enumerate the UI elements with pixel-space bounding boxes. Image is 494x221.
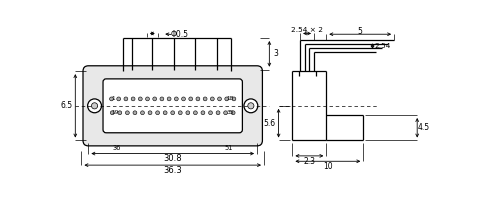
Circle shape bbox=[224, 111, 228, 115]
Circle shape bbox=[231, 111, 235, 115]
Text: 6.5: 6.5 bbox=[60, 101, 72, 110]
Circle shape bbox=[131, 97, 135, 101]
Circle shape bbox=[232, 97, 236, 101]
Circle shape bbox=[156, 111, 160, 115]
Circle shape bbox=[182, 97, 185, 101]
Circle shape bbox=[196, 97, 200, 101]
Circle shape bbox=[189, 97, 193, 101]
Text: 35: 35 bbox=[226, 110, 234, 115]
Circle shape bbox=[167, 97, 171, 101]
Text: 2.54 × 2: 2.54 × 2 bbox=[291, 27, 323, 33]
Circle shape bbox=[110, 97, 114, 101]
Circle shape bbox=[194, 111, 197, 115]
Circle shape bbox=[160, 97, 164, 101]
Circle shape bbox=[163, 111, 167, 115]
Circle shape bbox=[217, 97, 221, 101]
Text: 5.6: 5.6 bbox=[263, 119, 276, 128]
Circle shape bbox=[125, 111, 129, 115]
FancyBboxPatch shape bbox=[103, 79, 243, 133]
Circle shape bbox=[87, 99, 101, 113]
Text: 51: 51 bbox=[224, 145, 233, 151]
Circle shape bbox=[225, 97, 229, 101]
Text: 36: 36 bbox=[113, 145, 121, 151]
Circle shape bbox=[174, 97, 178, 101]
Circle shape bbox=[203, 97, 207, 101]
Circle shape bbox=[91, 103, 98, 109]
Text: Φ0.5: Φ0.5 bbox=[171, 30, 189, 39]
Circle shape bbox=[110, 111, 114, 115]
Text: 4.5: 4.5 bbox=[417, 123, 429, 132]
Circle shape bbox=[124, 97, 128, 101]
Circle shape bbox=[201, 111, 205, 115]
Text: 1: 1 bbox=[112, 96, 115, 101]
Text: 19: 19 bbox=[112, 110, 119, 115]
Circle shape bbox=[148, 111, 152, 115]
Circle shape bbox=[244, 99, 258, 113]
Circle shape bbox=[216, 111, 220, 115]
Circle shape bbox=[210, 97, 214, 101]
Circle shape bbox=[138, 97, 142, 101]
Text: 30.8: 30.8 bbox=[164, 154, 182, 164]
FancyBboxPatch shape bbox=[83, 66, 262, 146]
Circle shape bbox=[171, 111, 175, 115]
Circle shape bbox=[208, 111, 212, 115]
Circle shape bbox=[178, 111, 182, 115]
Text: 10: 10 bbox=[323, 162, 332, 171]
Circle shape bbox=[146, 97, 149, 101]
Circle shape bbox=[117, 97, 121, 101]
Text: 3: 3 bbox=[273, 49, 278, 58]
Text: 5: 5 bbox=[358, 27, 363, 36]
Text: 18: 18 bbox=[227, 96, 234, 101]
Text: 2.3: 2.3 bbox=[303, 157, 315, 166]
Circle shape bbox=[186, 111, 190, 115]
Circle shape bbox=[153, 97, 157, 101]
Circle shape bbox=[248, 103, 254, 109]
Text: 36.3: 36.3 bbox=[164, 166, 182, 175]
Text: 2.54: 2.54 bbox=[374, 43, 391, 49]
Circle shape bbox=[133, 111, 137, 115]
Circle shape bbox=[141, 111, 144, 115]
Circle shape bbox=[118, 111, 122, 115]
